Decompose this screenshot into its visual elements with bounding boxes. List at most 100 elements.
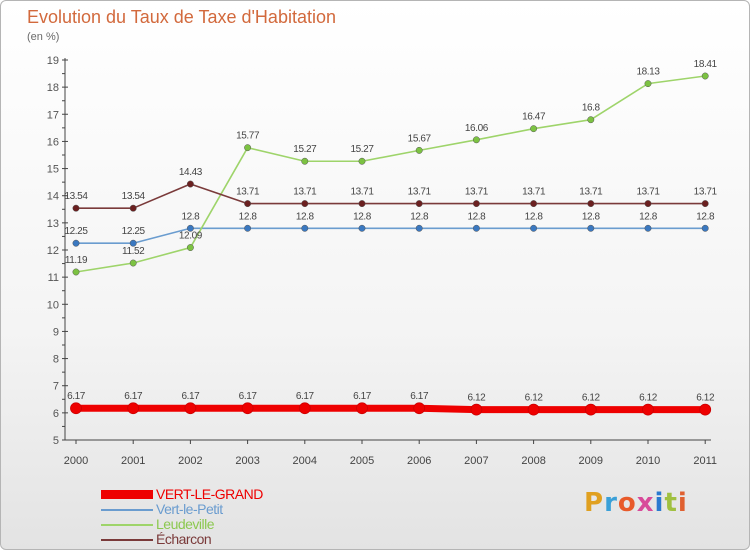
x-tick-label: 2007 [464, 455, 488, 467]
data-label-echarcon: 13.71 [465, 187, 489, 198]
data-point-leudeville [244, 144, 252, 152]
legend-swatch-vert-le-petit [101, 509, 153, 511]
x-tick-label: 2010 [636, 455, 660, 467]
data-label-vert-le-grand: 6.12 [467, 393, 486, 404]
data-label-vert-le-petit: 12.25 [64, 226, 88, 237]
data-label-echarcon: 14.43 [179, 167, 203, 178]
data-label-vert-le-petit: 12.8 [296, 211, 315, 222]
data-label-vert-le-petit: 12.8 [410, 211, 429, 222]
y-tick-label: 17 [47, 109, 59, 121]
y-tick-label: 19 [47, 55, 59, 67]
data-point-echarcon [301, 200, 309, 208]
data-label-echarcon: 13.71 [293, 187, 317, 198]
data-point-leudeville [72, 268, 80, 276]
data-label-vert-le-petit: 12.8 [696, 211, 715, 222]
data-point-vert-le-grand [413, 402, 426, 415]
x-tick-label: 2002 [178, 455, 202, 467]
data-point-vert-le-petit [587, 224, 595, 232]
x-tick-label: 2006 [407, 455, 431, 467]
data-label-vert-le-grand: 6.12 [696, 393, 715, 404]
data-point-leudeville [587, 116, 595, 124]
data-label-vert-le-grand: 6.12 [525, 393, 544, 404]
data-point-echarcon [472, 200, 480, 208]
data-label-vert-le-grand: 6.17 [410, 391, 429, 402]
data-point-echarcon [587, 200, 595, 208]
data-point-echarcon [72, 204, 80, 212]
data-label-leudeville: 15.77 [236, 131, 260, 142]
series-vert-le-grand: 6.17 6.17 6.17 6.17 6.17 6.17 6.17 6.12 6.12 6.12… [67, 391, 715, 416]
x-tick-label: 2003 [235, 455, 259, 467]
data-point-echarcon [415, 200, 423, 208]
data-point-leudeville [644, 80, 652, 88]
data-point-vert-le-petit [530, 224, 538, 232]
data-point-echarcon [701, 200, 709, 208]
data-point-vert-le-grand [298, 402, 311, 415]
y-tick-label: 16 [47, 136, 59, 148]
series-line-vert-le-grand [72, 404, 709, 414]
data-label-echarcon: 13.54 [122, 191, 146, 202]
data-point-leudeville [701, 72, 709, 80]
data-label-vert-le-grand: 6.17 [181, 391, 200, 402]
data-label-echarcon: 13.71 [408, 187, 432, 198]
data-label-vert-le-grand: 6.17 [353, 391, 372, 402]
y-tick-label: 15 [47, 164, 59, 176]
x-tick-label: 2004 [293, 455, 317, 467]
brand-logo-letter: P [584, 488, 605, 518]
y-tick-label: 14 [47, 191, 59, 203]
y-tick-label: 9 [53, 326, 59, 338]
data-label-vert-le-grand: 6.17 [239, 391, 258, 402]
x-tick-label: 2000 [64, 455, 88, 467]
data-label-echarcon: 13.71 [694, 187, 718, 198]
series-line-leudeville [75, 75, 707, 273]
data-point-leudeville [358, 157, 366, 165]
data-point-vert-le-grand [642, 403, 654, 416]
legend-label-vert-le-grand: VERT-LE-GRAND [156, 486, 263, 502]
data-label-echarcon: 13.71 [350, 187, 374, 198]
data-point-vert-le-grand [699, 403, 712, 416]
data-point-echarcon [644, 200, 652, 208]
series-echarcon: 13.54 13.54 14.43 13.71 13.71 13.71 13.71 13.71… [64, 167, 718, 212]
data-label-leudeville: 15.27 [293, 144, 317, 155]
data-point-vert-le-petit [244, 224, 252, 232]
data-point-vert-le-petit [72, 239, 80, 247]
brand-logo-letter: i [677, 488, 688, 518]
data-point-vert-le-grand [584, 403, 597, 416]
legend-label-echarcon: Écharcon [156, 531, 212, 547]
y-tick-label: 6 [53, 408, 59, 420]
y-tick-label: 7 [53, 381, 59, 393]
data-label-leudeville: 15.27 [350, 144, 374, 155]
series-line-echarcon [75, 183, 707, 209]
brand-logo-letter: i [654, 488, 665, 518]
data-label-echarcon: 13.54 [64, 191, 88, 202]
data-point-leudeville [415, 146, 423, 154]
data-point-leudeville [301, 157, 309, 165]
data-point-leudeville [530, 125, 538, 133]
data-point-vert-le-grand [184, 402, 197, 415]
data-point-leudeville [129, 259, 137, 267]
data-label-vert-le-petit: 12.8 [353, 211, 372, 222]
chart-subtitle: (en %) [27, 31, 60, 43]
data-label-vert-le-petit: 12.8 [181, 211, 200, 222]
legend-label-vert-le-petit: Vert-le-Petit [156, 501, 223, 517]
data-label-vert-le-petit: 12.8 [525, 211, 544, 222]
data-label-echarcon: 13.71 [522, 187, 546, 198]
brand-logo-letter: r [604, 488, 618, 518]
data-label-vert-le-petit: 12.8 [582, 211, 601, 222]
data-label-vert-le-petit: 12.25 [122, 226, 146, 237]
x-tick-label: 2001 [121, 455, 145, 467]
data-label-echarcon: 13.71 [636, 187, 660, 198]
data-point-vert-le-petit [358, 224, 366, 232]
data-label-vert-le-grand: 6.17 [124, 391, 143, 402]
chart-title: Evolution du Taux de Taxe d'Habitation [27, 7, 336, 27]
data-label-leudeville: 16.06 [465, 123, 489, 134]
data-point-vert-le-petit [415, 224, 423, 232]
data-point-vert-le-petit [129, 239, 137, 247]
data-point-vert-le-petit [644, 224, 652, 232]
x-tick-label: 2011 [693, 455, 717, 467]
data-point-echarcon [358, 200, 366, 208]
y-tick-label: 12 [47, 245, 59, 257]
data-point-vert-le-petit [472, 224, 480, 232]
y-tick-label: 5 [53, 435, 59, 447]
data-label-leudeville: 18.13 [636, 67, 660, 78]
